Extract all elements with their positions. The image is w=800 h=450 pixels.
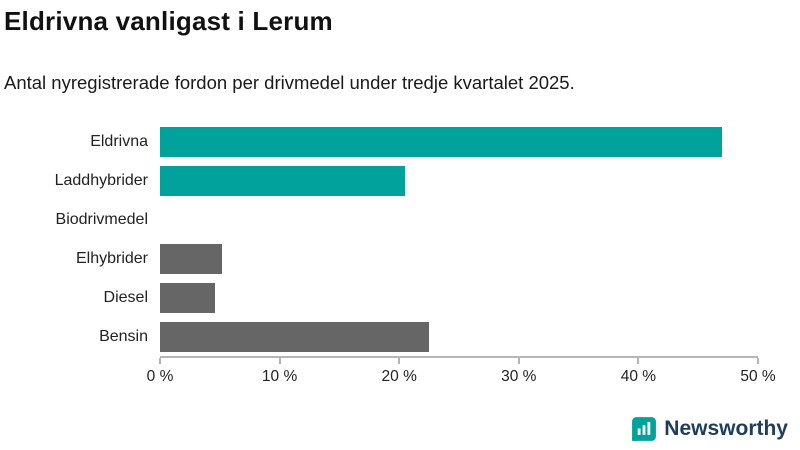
- x-tick-label: 30 %: [501, 368, 537, 385]
- x-tick-label: 20 %: [381, 368, 417, 385]
- category-label: Biodrivmedel: [55, 210, 148, 228]
- x-tick: [159, 358, 161, 364]
- category-label: Diesel: [103, 288, 148, 306]
- chart-row: Biodrivmedel: [0, 200, 758, 239]
- page-title: Eldrivna vanligast i Lerum: [4, 6, 333, 36]
- bar: [160, 243, 223, 274]
- x-tick-label: 40 %: [620, 368, 657, 385]
- newsworthy-wordmark: Newsworthy: [664, 417, 788, 440]
- bar: [160, 321, 430, 352]
- bar: [160, 282, 216, 313]
- bar: [160, 165, 406, 196]
- x-tick: [398, 358, 401, 364]
- x-tick-label: 50 %: [740, 368, 776, 385]
- bar-track: [160, 165, 758, 196]
- bar-chart: Eldrivna Laddhybrider Biodrivmedel Elhybrid…: [0, 122, 758, 356]
- chart-subtitle: Antal nyregistrerade fordon per drivmede…: [4, 72, 575, 93]
- chart-row: Diesel: [0, 278, 758, 317]
- x-tick: [757, 358, 759, 364]
- x-tick-label: 0 %: [146, 368, 174, 385]
- chart-row: Laddhybrider: [0, 161, 758, 200]
- bar-track: [160, 126, 758, 157]
- x-tick: [278, 358, 281, 364]
- category-label: Elhybrider: [75, 249, 148, 267]
- x-tick-label: 10 %: [261, 368, 298, 385]
- category-label: Laddhybrider: [54, 171, 148, 189]
- category-label: Bensin: [99, 327, 148, 345]
- bar-track: [160, 243, 758, 274]
- bar-track: [160, 321, 758, 352]
- x-tick: [637, 358, 640, 364]
- x-axis: 0 % 10 % 20 % 30 % 40 % 50 %: [147, 356, 776, 398]
- category-label: Eldrivna: [90, 132, 148, 150]
- bar: [160, 126, 723, 157]
- newsworthy-logo: Newsworthy: [631, 416, 788, 442]
- x-tick: [517, 358, 520, 364]
- chart-row: Elhybrider: [0, 239, 758, 278]
- bar-track: [160, 282, 758, 313]
- chart-row: Eldrivna: [0, 122, 758, 161]
- chart-row: Bensin: [0, 317, 758, 356]
- newsworthy-logo-icon: [632, 417, 657, 441]
- bar-track: [160, 205, 758, 235]
